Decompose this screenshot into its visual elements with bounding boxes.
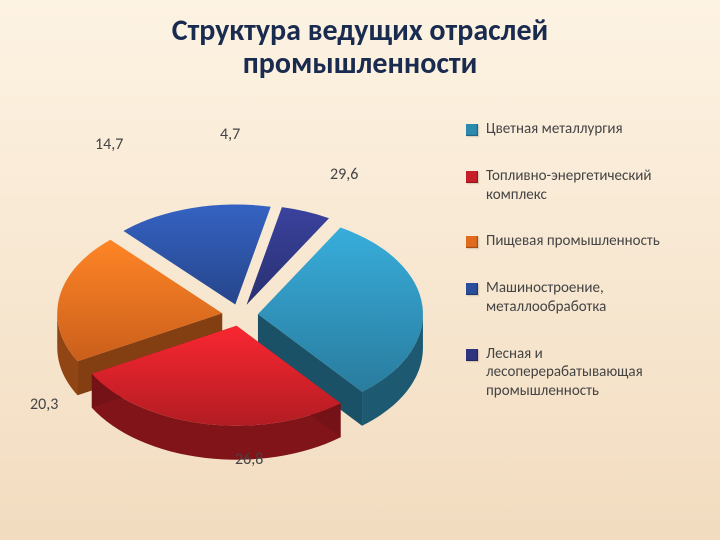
legend-item-food: Пищевая промышленность	[466, 232, 696, 251]
legend: Цветная металлургия Топливно-энергетическ…	[466, 120, 696, 429]
legend-item-nonferrous: Цветная металлургия	[466, 120, 696, 139]
data-label-forest: 4,7	[220, 125, 240, 144]
data-label-machinery: 14,7	[95, 135, 123, 154]
legend-swatch-fuel_energy	[466, 171, 478, 183]
legend-swatch-nonferrous	[466, 124, 478, 136]
data-label-fuel_energy: 26,8	[235, 450, 263, 469]
legend-item-fuel_energy: Топливно-энергетический комплекс	[466, 167, 696, 205]
legend-label-forest: Лесная и лесоперерабатывающая промышленн…	[486, 345, 696, 401]
legend-label-fuel_energy: Топливно-энергетический комплекс	[486, 167, 696, 205]
pie-chart: 29,6 26,8 20,3 14,7 4,7	[30, 120, 450, 500]
legend-swatch-machinery	[466, 283, 478, 295]
data-label-food: 20,3	[30, 395, 58, 414]
pie-chart-svg	[30, 120, 450, 500]
legend-label-machinery: Машиностроение, металлообработка	[486, 279, 696, 317]
legend-swatch-forest	[466, 349, 478, 361]
legend-item-machinery: Машиностроение, металлообработка	[466, 279, 696, 317]
legend-label-nonferrous: Цветная металлургия	[486, 120, 623, 139]
legend-item-forest: Лесная и лесоперерабатывающая промышленн…	[466, 345, 696, 401]
legend-swatch-food	[466, 236, 478, 248]
chart-title: Структура ведущих отраслей промышленност…	[0, 14, 720, 80]
data-label-nonferrous: 29,6	[330, 165, 358, 184]
legend-label-food: Пищевая промышленность	[486, 232, 660, 251]
